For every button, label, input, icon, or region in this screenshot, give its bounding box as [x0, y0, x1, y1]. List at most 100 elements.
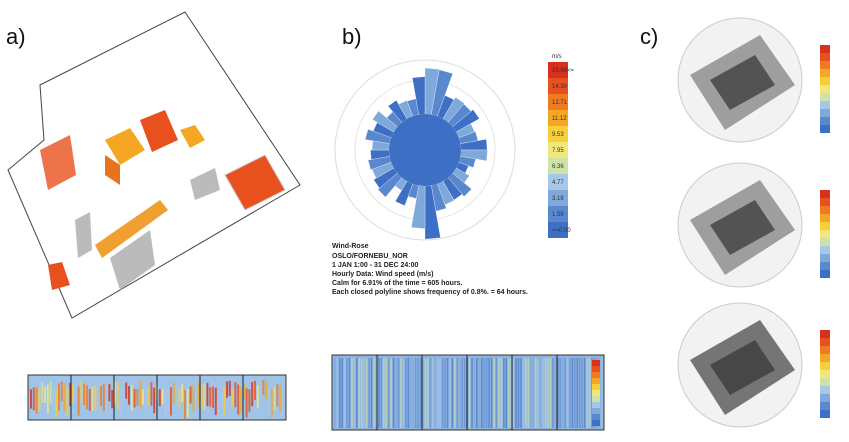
heatmap-cell — [134, 389, 136, 408]
heatmap-cell — [260, 381, 262, 402]
heatmap-cell — [356, 358, 358, 428]
legend-swatch — [592, 366, 600, 372]
heatmap-cell — [128, 386, 130, 404]
legend-swatch — [820, 386, 830, 394]
heatmap-cell — [44, 387, 46, 403]
heatmap-cell — [525, 358, 527, 428]
legend-swatch — [592, 384, 600, 390]
heatmap-cell — [240, 387, 242, 414]
heatmap-cell — [254, 381, 256, 400]
legend-swatch — [820, 270, 830, 278]
legend-swatch — [820, 254, 830, 262]
heatmap-cell — [488, 358, 490, 428]
heatmap-cell — [220, 380, 222, 406]
heatmap-cell — [559, 358, 561, 428]
heatmap-cell — [279, 386, 281, 412]
legend-swatch — [820, 230, 830, 238]
heatmap-cell — [452, 358, 454, 428]
heatmap-cell — [58, 383, 60, 411]
heatmap-cell — [257, 386, 259, 408]
heatmap-cell — [498, 358, 500, 428]
heatmap-cell — [469, 358, 471, 428]
wind-rose-info: Each closed polyline shows frequency of … — [332, 289, 528, 296]
heatmap-cell — [408, 358, 410, 428]
legend-label: 12.71 — [552, 100, 568, 106]
heatmap-cell — [50, 381, 52, 404]
heatmap-cell — [535, 358, 537, 428]
heatmap-cell — [94, 385, 96, 410]
heatmap-cell — [339, 358, 341, 428]
heatmap-cell — [206, 383, 208, 406]
heatmap-cell — [444, 358, 446, 428]
heatmap-cell — [344, 358, 346, 428]
legend-swatch — [820, 402, 830, 410]
heatmap-cell — [474, 358, 476, 428]
legend-label: 9.53 — [552, 132, 564, 138]
heatmap-cell — [164, 389, 166, 419]
heatmap-cell — [513, 358, 515, 428]
heatmap-cell — [545, 358, 547, 428]
heatmap-cell — [131, 385, 133, 410]
heatmap-cell — [523, 358, 525, 428]
legend-swatch — [820, 370, 830, 378]
legend-swatch — [820, 93, 830, 101]
heatmap-cell — [80, 382, 82, 403]
legend-swatch — [592, 378, 600, 384]
heatmap-cell — [515, 358, 517, 428]
heatmap-cell — [41, 382, 43, 403]
heatmap-cell — [540, 358, 542, 428]
heatmap-cell — [212, 387, 214, 408]
heatmap-cell — [528, 358, 530, 428]
heatmap-cell — [567, 358, 569, 428]
heatmap-cell — [64, 383, 66, 412]
legend-swatch — [820, 206, 830, 214]
legend-swatch — [820, 354, 830, 362]
heatmap-cell — [506, 358, 508, 428]
heatmap-cell — [351, 358, 353, 428]
heatmap-cell — [579, 358, 581, 428]
heatmap-cell — [491, 358, 493, 428]
heatmap-cell — [354, 358, 356, 428]
figure: a) b) c) m/s15.89<=14.3012.7111.129.537.… — [0, 0, 849, 442]
legend-label: 4.77 — [552, 180, 564, 186]
building — [75, 212, 92, 258]
heatmap-cell — [501, 358, 503, 428]
heatmap-cell — [415, 358, 417, 428]
heatmap-cell — [237, 385, 239, 415]
heatmap-cell — [75, 381, 77, 401]
heatmap-cell — [66, 387, 68, 415]
heatmap-cell — [520, 358, 522, 428]
heatmap-cell — [361, 358, 363, 428]
heatmap-cell — [569, 358, 571, 428]
heatmap-cell — [83, 384, 85, 405]
heatmap-cell — [359, 358, 361, 428]
heatmap-cell — [349, 358, 351, 428]
legend-swatch — [820, 69, 830, 77]
heatmap-cell — [159, 389, 161, 406]
wind-rose — [335, 60, 515, 240]
legend-swatch — [820, 346, 830, 354]
wind-rose-info: Calm for 6.91% of the time = 605 hours. — [332, 280, 463, 287]
heatmap-cell — [229, 381, 231, 396]
legend-swatch — [592, 372, 600, 378]
legend-swatch — [820, 125, 830, 133]
heatmap-cell — [106, 381, 108, 408]
heatmap-cell — [496, 358, 498, 428]
heatmap-cell — [341, 358, 343, 428]
heatmap-cell — [503, 358, 505, 428]
heatmap-cell — [52, 387, 54, 412]
heatmap-cell — [162, 389, 164, 405]
heatmap-cell — [586, 358, 588, 428]
heatmap-cell — [176, 386, 178, 406]
heatmap-cell — [209, 387, 211, 406]
heatmap-cell — [363, 358, 365, 428]
heatmap-cell — [97, 384, 99, 410]
legend-label: 11.12 — [552, 116, 567, 122]
legend-label: 15.89<= — [552, 68, 575, 74]
heatmap-cell — [454, 358, 456, 428]
legend-swatch — [820, 77, 830, 85]
heatmap-cell — [537, 358, 539, 428]
heatmap-cell — [420, 358, 422, 428]
heatmap-cell — [204, 384, 206, 410]
heatmap-cell — [412, 358, 414, 428]
